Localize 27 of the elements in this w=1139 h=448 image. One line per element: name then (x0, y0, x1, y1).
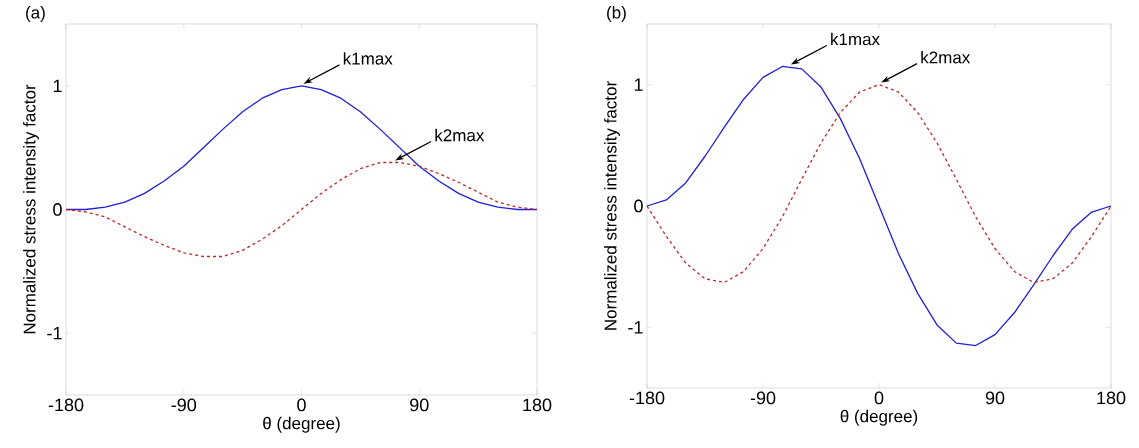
x-tick-label: 0 (297, 398, 306, 412)
x-tick-label: 180 (523, 398, 552, 412)
y-tick-label: 1 (634, 78, 643, 91)
y-tick-label: 1 (53, 79, 62, 93)
y-axis-title: Normalized stress intensity factor (604, 81, 620, 330)
chart-title: (a) (26, 6, 45, 22)
y-tick-label: -1 (628, 321, 643, 334)
x-axis-title: θ (degree) (840, 409, 918, 426)
x-tick-label: -180 (48, 398, 84, 412)
x-tick-label: 90 (985, 391, 1005, 405)
x-tick-label: -90 (750, 391, 776, 405)
line-series (646, 65, 1112, 347)
annotation: k2max (435, 128, 485, 142)
chart-title: (b) (607, 6, 626, 22)
y-tick-label: 0 (634, 199, 643, 213)
x-tick-label: -90 (171, 398, 197, 412)
x-axis-title: θ (degree) (263, 416, 340, 433)
x-tick-label: 90 (410, 398, 429, 412)
annotation: k1max (343, 52, 393, 65)
annotation: k1max (831, 32, 880, 46)
y-axis-title: Normalized stress intensity factor (23, 84, 39, 334)
y-tick-label: 0 (53, 203, 62, 216)
x-tick-label: 180 (1097, 391, 1126, 405)
annotation: k2max (921, 50, 971, 64)
y-tick-label: -1 (47, 326, 62, 340)
x-tick-label: 0 (874, 391, 884, 405)
x-tick-label: -180 (629, 391, 665, 405)
